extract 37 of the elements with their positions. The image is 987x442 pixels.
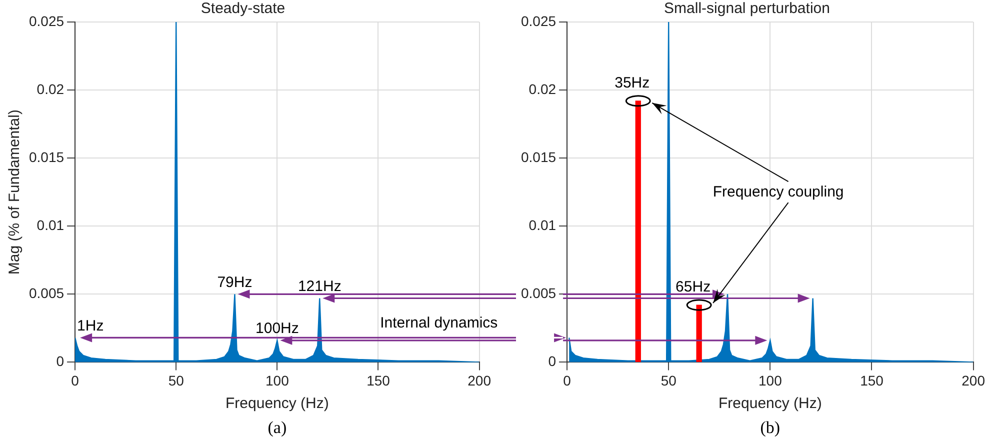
chart-title: Small-signal perturbation xyxy=(664,0,830,18)
y-tick-label: 0.015 xyxy=(520,148,556,165)
y-tick-label: 0.015 xyxy=(28,148,64,165)
y-tick-label: 0.01 xyxy=(528,216,556,233)
y-tick-label: 0.005 xyxy=(28,285,64,302)
annotation: 1Hz xyxy=(77,317,104,334)
y-tick-label: 0.02 xyxy=(36,80,64,97)
annotation: Frequency coupling xyxy=(712,184,844,201)
annotation: 35Hz xyxy=(614,74,650,92)
y-tick-label: 0 xyxy=(548,353,556,370)
y-tick-label: 0.005 xyxy=(520,285,556,302)
annotation: 100Hz xyxy=(256,320,299,338)
annotation: 79Hz xyxy=(217,274,252,291)
y-tick-label: 0.025 xyxy=(520,12,556,29)
annotation: 121Hz xyxy=(298,278,342,295)
annotation: 65Hz xyxy=(676,278,711,296)
x-tick-label: 0 xyxy=(563,372,572,388)
x-axis-title: Frequency (Hz) xyxy=(226,395,329,412)
x-tick-label: 100 xyxy=(266,372,290,388)
x-tick-label: 50 xyxy=(660,372,677,388)
x-tick-label: 100 xyxy=(758,372,782,388)
text: (a) xyxy=(268,418,287,438)
y-tick-label: 0.025 xyxy=(28,12,64,29)
x-tick-label: 200 xyxy=(468,372,492,388)
text: (b) xyxy=(760,418,780,438)
x-tick-label: 150 xyxy=(366,372,390,388)
x-tick-label: 0 xyxy=(71,372,80,388)
y-tick-label: 0.01 xyxy=(36,216,64,233)
y-tick-label: 0.02 xyxy=(528,80,556,97)
x-tick-label: 150 xyxy=(860,372,884,388)
x-tick-label: 200 xyxy=(962,372,986,388)
y-axis-title: Mag (% of Fundamental) xyxy=(6,110,24,275)
x-axis-title: Frequency (Hz) xyxy=(718,395,822,412)
y-tick-label: 0 xyxy=(56,353,64,370)
annotation: Internal dynamics xyxy=(380,314,498,332)
x-tick-label: 50 xyxy=(168,372,184,388)
chart-title: Steady-state xyxy=(200,0,286,18)
